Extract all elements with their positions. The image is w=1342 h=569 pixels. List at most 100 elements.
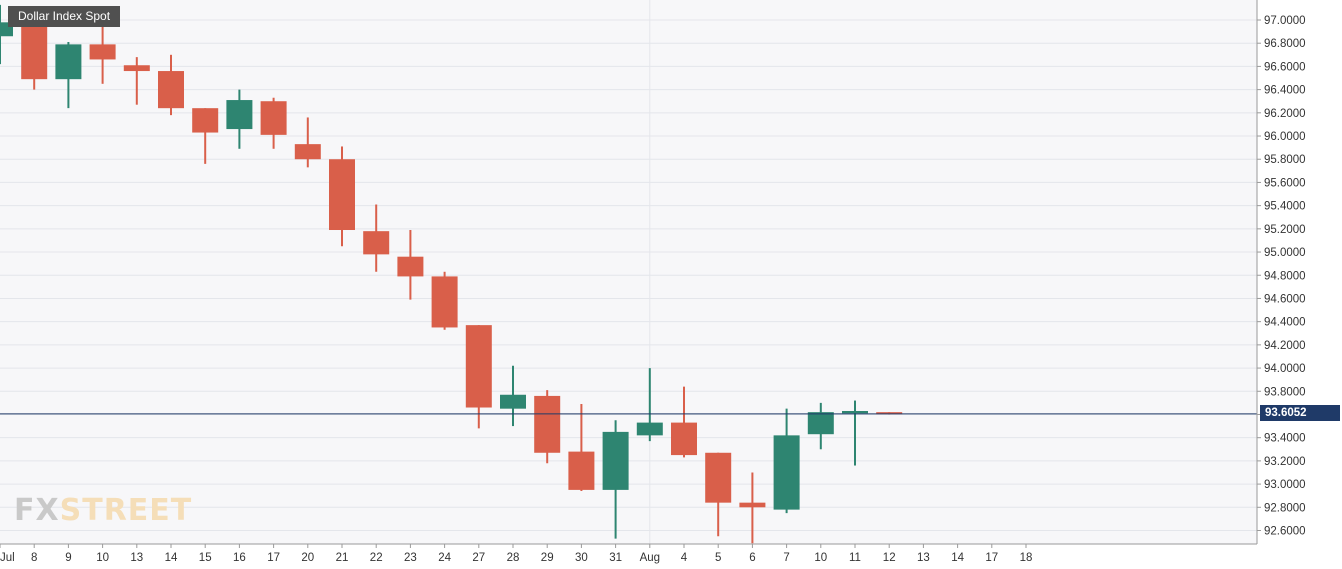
x-tick-label: 13 [130,552,143,564]
candle [602,420,629,539]
candle [260,97,287,149]
x-tick-label: 16 [233,552,246,564]
y-tick-label: 93.0000 [1264,479,1306,491]
x-tick-label: 22 [370,552,383,564]
y-tick-label: 97.0000 [1264,15,1306,27]
x-tick-label: Aug [640,552,660,564]
candle-body [294,144,321,160]
x-tick-label: 31 [609,552,622,564]
candle [807,402,834,450]
candle-body [807,412,834,435]
x-tick-label: 14 [951,552,964,564]
candle [739,472,766,544]
candle [465,325,492,429]
candle-body [602,431,629,490]
candle [397,230,424,300]
candle-body [329,159,355,231]
x-tick-label: 18 [1020,552,1033,564]
y-tick-label: 94.4000 [1264,317,1306,329]
candle [568,404,595,492]
chart-title: Dollar Index Spot [8,6,121,27]
x-tick-label: Jul [0,552,15,564]
candle-body [705,452,732,503]
candle [500,365,526,427]
candle [226,89,253,149]
candle [773,408,800,514]
candle-body [500,394,526,409]
x-tick-label: 4 [681,552,688,564]
x-tick-label: 24 [438,552,451,564]
x-tick-label: 21 [336,552,349,564]
candle-body [123,65,150,72]
candle [636,368,663,442]
candle-body [55,44,82,80]
y-tick-label: 96.6000 [1264,61,1306,73]
candle-body [842,410,868,414]
x-tick-label: 14 [165,552,178,564]
candle-body [226,100,253,130]
candle-body [876,412,903,415]
y-tick-label: 96.8000 [1264,38,1306,50]
candles [0,4,903,544]
y-tick-label: 95.4000 [1264,201,1306,213]
x-tick-label: 6 [749,552,755,564]
x-tick-label: 5 [715,552,721,564]
y-tick-label: 96.2000 [1264,108,1306,120]
candle-body [89,44,116,60]
candle [89,22,116,84]
x-tick-label: 12 [883,552,896,564]
x-tick-label: 28 [507,552,520,564]
candle-body [465,325,492,408]
candle [55,42,82,109]
candle [123,57,150,105]
y-tick-label: 95.8000 [1264,154,1306,166]
candle-body [363,231,390,255]
x-tick-label: 7 [783,552,789,564]
candle-body [192,108,219,133]
candle [534,390,561,464]
candle [329,146,355,247]
logo-street-text: STREET [59,493,193,528]
candle-body [397,256,424,277]
y-tick-label: 95.6000 [1264,177,1306,189]
y-tick-label: 92.6000 [1264,526,1306,538]
candle [158,54,184,116]
candle-body [773,435,800,510]
candle [363,204,390,272]
candle-body [568,451,595,490]
candle-body [636,422,663,436]
x-tick-label: 10 [96,552,109,564]
x-tick-label: 30 [575,552,588,564]
y-tick-label: 93.8000 [1264,386,1306,398]
candle [431,271,458,330]
grid-lines [0,0,1257,544]
y-tick-label: 94.6000 [1264,293,1306,305]
x-tick-label: 11 [849,552,861,564]
candle [192,108,219,164]
candle-body [534,395,561,453]
y-tick-label: 95.0000 [1264,247,1306,259]
candle [842,400,868,466]
y-tick-label: 96.0000 [1264,131,1306,143]
candle-body [431,276,458,328]
last-price-label: 93.6052 [1260,405,1340,421]
x-tick-label: 27 [472,552,485,564]
x-tick-label: 15 [199,552,212,564]
y-axis-ticks: 97.0000 96.8000 96.6000 96.4000 96.2000 96.00… [1257,15,1306,538]
candle [294,117,321,168]
x-tick-label: 17 [267,552,280,564]
x-tick-label: 17 [985,552,998,564]
y-tick-label: 94.2000 [1264,340,1306,352]
y-tick-label: 96.4000 [1264,85,1306,97]
x-axis-ticks: Jul 8 9 10 13 14 15 16 17 20 21 22 23 24 27 28 29 30 31 Aug… [0,544,1032,564]
y-tick-label: 93.2000 [1264,456,1306,468]
x-tick-label: 9 [65,552,71,564]
logo-fx-text: FX [14,493,60,528]
x-tick-label: 20 [301,552,314,564]
candle-body [260,101,287,135]
candle-body [671,422,697,456]
y-tick-label: 92.8000 [1264,502,1306,514]
y-tick-label: 94.8000 [1264,270,1306,282]
candle-body [158,71,184,109]
